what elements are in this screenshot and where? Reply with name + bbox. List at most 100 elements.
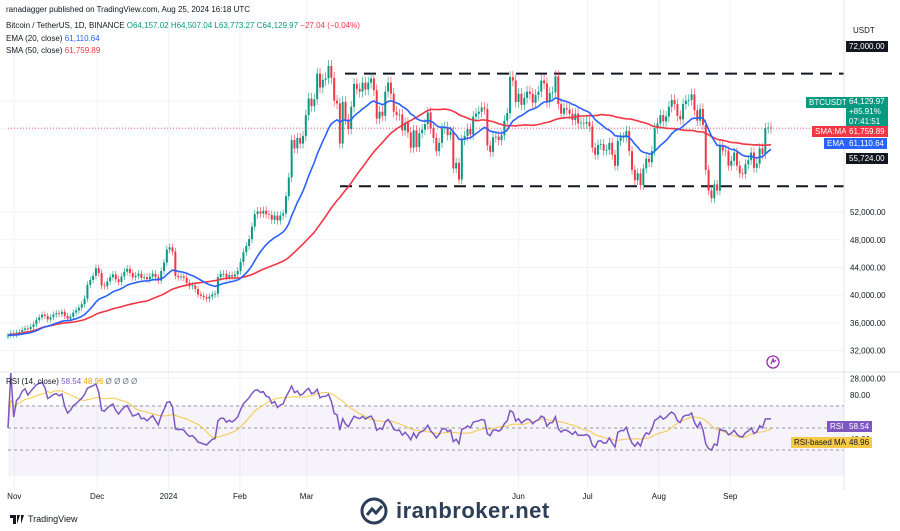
candle-body — [191, 285, 194, 287]
candle-body — [338, 103, 341, 144]
candle-body — [585, 122, 588, 124]
candle-body — [75, 310, 78, 313]
time-tick-label: Sep — [723, 492, 738, 501]
candle-body — [509, 77, 512, 114]
candle-body — [741, 173, 744, 175]
candle-body — [46, 315, 49, 320]
candle-body — [58, 313, 61, 315]
candle-body — [92, 275, 95, 280]
candle-body — [500, 135, 503, 141]
candle-body — [233, 274, 236, 277]
candle-body — [341, 101, 344, 144]
sma-legend-value: 61,759.89 — [64, 46, 101, 55]
sma-price-label: 61,759.89 — [846, 126, 888, 137]
candle-body — [614, 154, 616, 166]
candle-body — [279, 215, 282, 221]
ema-legend-value: 61,110.64 — [64, 34, 100, 43]
candle-body — [628, 131, 631, 152]
candle-body — [608, 142, 611, 150]
candle-body — [653, 128, 656, 152]
candle-body — [106, 281, 109, 287]
candle-body — [483, 107, 486, 109]
candle-body — [38, 317, 41, 321]
rsi-ma-tag: RSI-based MA — [791, 437, 850, 448]
time-tick-label: Jun — [512, 492, 525, 501]
candle-body — [401, 114, 404, 131]
candle-body — [730, 160, 733, 166]
candle-body — [659, 115, 662, 124]
candle-body — [545, 83, 548, 102]
candle-body — [577, 113, 580, 124]
candle-body — [72, 312, 75, 317]
candle-body — [109, 277, 112, 282]
candle-body — [225, 273, 228, 278]
candle-body — [523, 97, 526, 105]
candle-body — [562, 108, 565, 114]
tradingview-brand[interactable]: TradingView — [10, 514, 78, 524]
rsi-legend[interactable]: RSI (14, close) 58.54 48.96 Ø Ø Ø Ø — [6, 377, 137, 386]
candle-body — [140, 273, 143, 278]
candle-body — [489, 145, 492, 152]
candle-body — [148, 276, 151, 280]
candle-body — [163, 262, 165, 271]
candle-body — [568, 109, 571, 114]
candle-body — [143, 277, 146, 278]
candle-body — [497, 136, 500, 141]
candle-body — [540, 80, 543, 92]
ema-price-label: 61,110.64 — [846, 138, 887, 149]
candle-body — [293, 140, 296, 149]
candle-body — [514, 80, 517, 102]
candle-body — [253, 214, 256, 227]
candle-body — [21, 329, 24, 332]
candle-body — [211, 294, 214, 297]
candle-body — [60, 311, 63, 314]
candle-body — [755, 163, 758, 168]
candle-body — [631, 151, 634, 170]
candle-body — [131, 273, 134, 278]
watermark-text: iranbroker.net — [396, 498, 550, 523]
candle-body — [696, 110, 699, 121]
candle-body — [718, 144, 721, 191]
candle-body — [605, 149, 608, 151]
candle-body — [767, 127, 770, 129]
candle-body — [392, 93, 395, 112]
candle-body — [111, 274, 114, 278]
candle-body — [721, 144, 724, 151]
last-price: 64,129.97 — [849, 97, 885, 106]
rsi-value-label: 58.54 — [846, 421, 873, 432]
alert-icon[interactable] — [766, 355, 780, 369]
candle-body — [412, 130, 415, 148]
candle-body — [66, 315, 69, 319]
candle-body — [89, 279, 92, 285]
candle-body — [276, 215, 279, 221]
candle-body — [662, 115, 665, 122]
candle-body — [301, 135, 304, 144]
candle-body — [353, 83, 356, 107]
candle-body — [171, 247, 174, 252]
tradingview-label: TradingView — [28, 514, 78, 524]
candle-body — [398, 114, 401, 116]
price-tick-label: 48,000.00 — [850, 236, 886, 245]
candle-body — [469, 129, 472, 135]
candle-body — [7, 335, 9, 337]
time-tick-label: Feb — [233, 492, 247, 501]
candle-body — [733, 152, 736, 161]
candle-body — [358, 88, 361, 92]
candle-body — [415, 130, 418, 148]
candle-body — [747, 160, 750, 165]
sma-legend[interactable]: SMA (50, close) 61,759.89 — [6, 46, 100, 55]
candle-body — [506, 113, 509, 121]
time-tick-label: Jul — [582, 492, 592, 501]
currency-label[interactable]: USDT — [853, 26, 875, 35]
candle-body — [667, 106, 670, 117]
candle-body — [55, 313, 58, 315]
rsi-ma-value-label: 48.96 — [846, 437, 873, 448]
candle-body — [304, 115, 307, 136]
candles — [7, 59, 772, 340]
rsi-ma-legend-value: 48.96 — [83, 377, 104, 386]
candle-body — [282, 213, 285, 216]
candle-body — [324, 78, 327, 80]
ema-legend[interactable]: EMA (20, close) 61,110.64 — [6, 34, 100, 43]
candle-body — [103, 285, 106, 287]
horizontal-levels — [8, 72, 844, 188]
